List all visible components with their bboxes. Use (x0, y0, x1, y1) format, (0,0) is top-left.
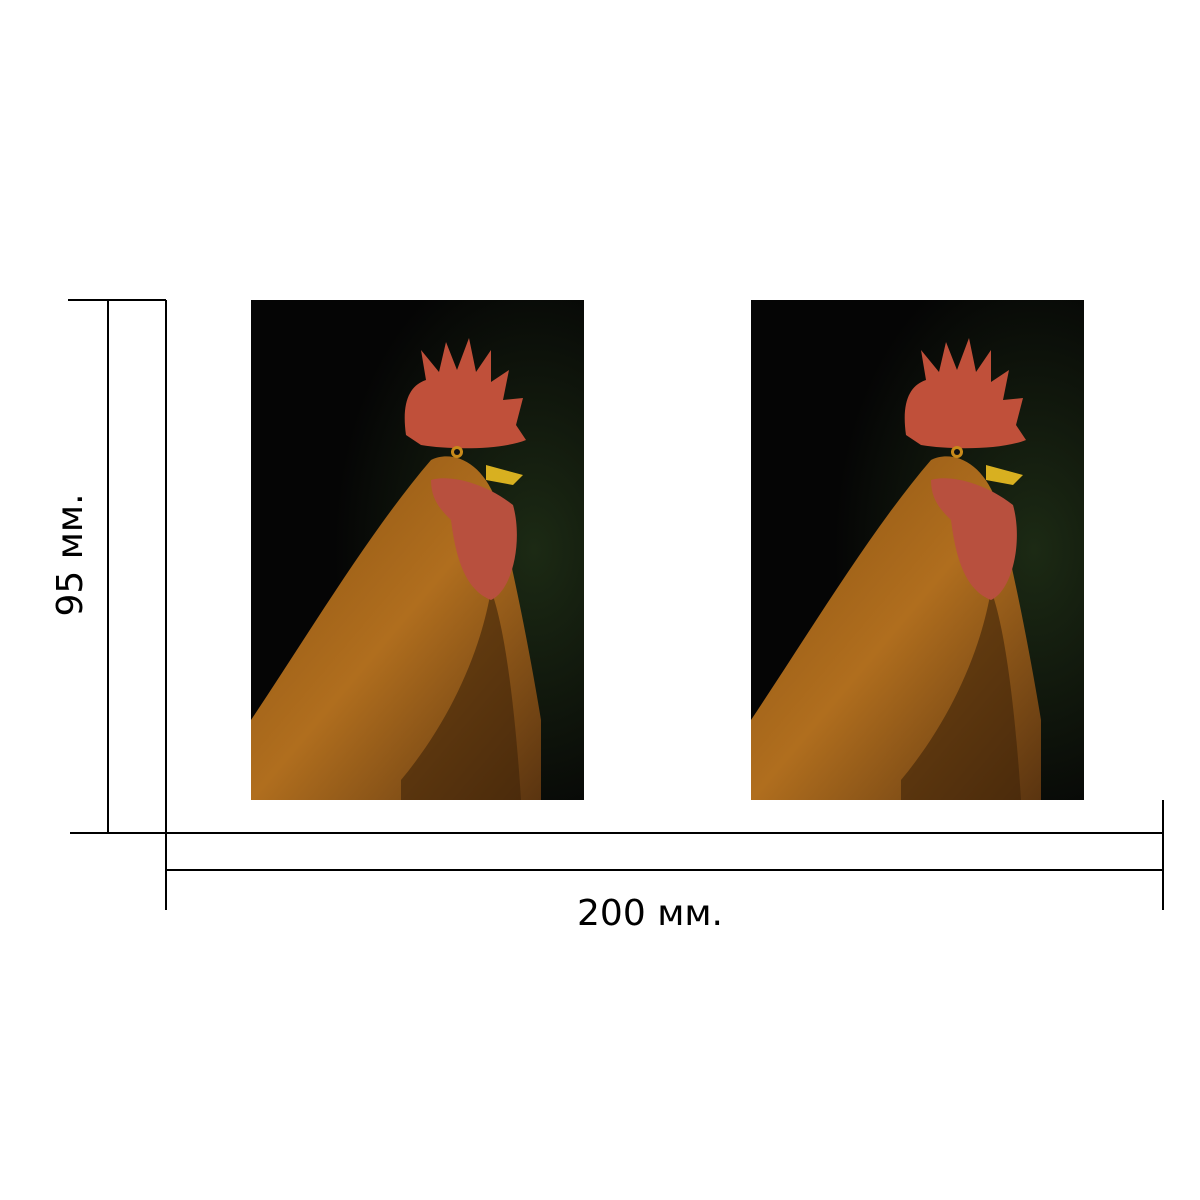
product-photo (251, 300, 584, 800)
product-photo (751, 300, 1084, 800)
height-label: 95 мм. (50, 493, 91, 616)
width-label: 200 мм. (577, 893, 723, 934)
